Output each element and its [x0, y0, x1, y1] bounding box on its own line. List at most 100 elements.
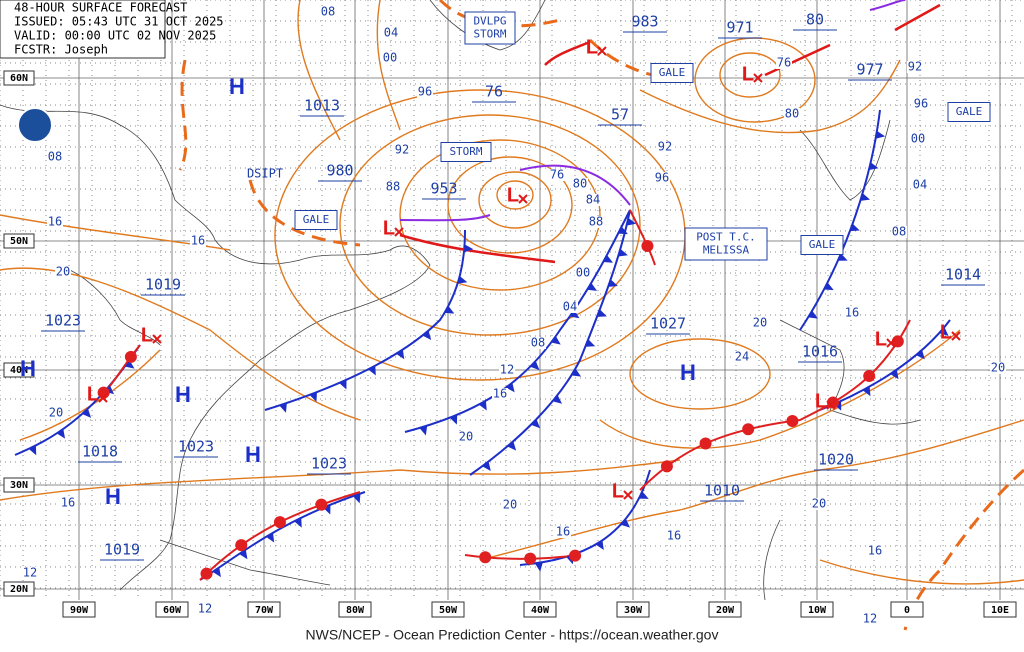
isobar-label: 04	[563, 300, 577, 314]
isobar-label: 92	[658, 140, 672, 154]
front-triangle	[585, 339, 596, 347]
coast-lakes	[69, 269, 161, 346]
lon-label-box	[247, 601, 281, 618]
front-triangle	[419, 425, 428, 436]
isobar-label-bg	[572, 178, 588, 190]
warning-text: GALE	[956, 105, 983, 118]
isobar-label: 16	[667, 529, 681, 543]
isobar-label: 08	[48, 150, 62, 164]
isobar-label: 00	[576, 266, 590, 280]
isobar-label: 16	[556, 525, 570, 539]
isobar-label: 16	[493, 387, 507, 401]
isobar-label: 88	[589, 215, 603, 229]
labels: 90W 60W 70W 80W 50W 40W 30W 20W 10W 0 10E 60N 50N 40N…	[0, 5, 1024, 626]
front-triangle	[212, 567, 221, 578]
front-triangle	[266, 532, 275, 543]
header-title: 48-HOUR SURFACE FORECAST	[14, 1, 187, 15]
graticule	[0, 0, 1024, 600]
low-x	[886, 338, 896, 348]
isobar-label-bg	[555, 526, 571, 538]
coastlines	[0, 0, 921, 601]
isobar-label: 80	[573, 177, 587, 191]
low-x	[623, 490, 633, 500]
isobar-label-bg	[190, 235, 206, 247]
isobar-label: 00	[383, 51, 397, 65]
warning-text: DVLPG	[473, 15, 506, 28]
isobar-label-bg	[492, 388, 508, 400]
footer: NWS/NCEP - Ocean Prediction Center - htt…	[306, 627, 719, 643]
front-semicircle	[124, 350, 137, 363]
lon-label: 70W	[255, 605, 274, 616]
front-triangle	[505, 382, 515, 393]
isobar-label: 12	[23, 566, 37, 580]
front-semicircle	[891, 335, 904, 348]
isobar-label: 00	[911, 132, 925, 146]
isobar-label: 20	[991, 361, 1005, 375]
front-triangle	[597, 309, 607, 317]
low-center: L	[586, 36, 598, 58]
isobar-label: 96	[655, 171, 669, 185]
warning-box	[650, 63, 694, 83]
low-center: L	[875, 328, 887, 350]
front-semicircle	[742, 423, 755, 436]
isobar-label: 16	[845, 306, 859, 320]
front-semicircle	[235, 539, 248, 552]
front-triangle	[571, 368, 582, 377]
isobar-label: 12	[500, 363, 514, 377]
high-center: H	[20, 356, 36, 381]
front-triangle	[837, 253, 848, 261]
front-semicircle	[200, 567, 213, 580]
isobar-label: 20	[503, 498, 517, 512]
front-triangle	[530, 360, 540, 371]
isobar	[339, 114, 641, 336]
warning-text: GALE	[659, 66, 686, 79]
isobar-label-bg	[47, 151, 63, 163]
isobar-label-bg	[588, 216, 604, 228]
isobar-label: 84	[586, 193, 600, 207]
isobar-label: 20	[49, 406, 63, 420]
lat-label-box	[3, 581, 35, 597]
front-triangle	[28, 445, 37, 456]
front-triangle	[294, 517, 302, 528]
front-semicircle	[569, 549, 582, 562]
isobar-label-bg	[48, 407, 64, 419]
low-x	[394, 227, 404, 237]
isobar-label: 16	[61, 496, 75, 510]
front-semicircle	[524, 552, 537, 565]
isobar	[447, 156, 573, 254]
isobar-label-bg	[891, 226, 907, 238]
pressure-value: 971	[726, 19, 753, 37]
lat-label-box	[3, 233, 35, 249]
front-triangle	[457, 275, 468, 284]
lon-label-box	[800, 601, 834, 618]
front-triangle	[449, 414, 458, 425]
warning-box	[294, 210, 338, 230]
isobar-label-bg	[530, 337, 546, 349]
front-triangle	[808, 310, 818, 319]
lon-label: 60W	[163, 605, 182, 616]
low-x	[826, 400, 836, 410]
front-triangle	[890, 369, 899, 380]
isobar-label-bg	[666, 530, 682, 542]
front-triangle	[875, 130, 886, 139]
isobar-label-bg	[47, 216, 63, 228]
lon-label: 90W	[70, 605, 89, 616]
lon-label: 50W	[439, 605, 458, 616]
lat-label-box	[3, 362, 35, 378]
isobar-label: 12	[198, 602, 212, 616]
front-triangle	[587, 282, 597, 291]
pressure-value: 983	[631, 13, 658, 31]
front-triangle	[279, 402, 287, 413]
isobar-label-bg	[417, 86, 433, 98]
isobar-label-bg	[862, 613, 878, 625]
low-center: L	[507, 184, 519, 206]
front-triangle	[626, 217, 637, 226]
pressure-value: 57	[611, 106, 629, 124]
pressure-value: 80	[806, 11, 824, 29]
pressure-value: 1013	[304, 97, 340, 115]
isobar-label: 16	[868, 544, 882, 558]
isobar-label-bg	[654, 172, 670, 184]
isobar-label-bg	[383, 27, 399, 39]
high-center: H	[245, 442, 261, 467]
isobar-label-bg	[912, 179, 928, 191]
